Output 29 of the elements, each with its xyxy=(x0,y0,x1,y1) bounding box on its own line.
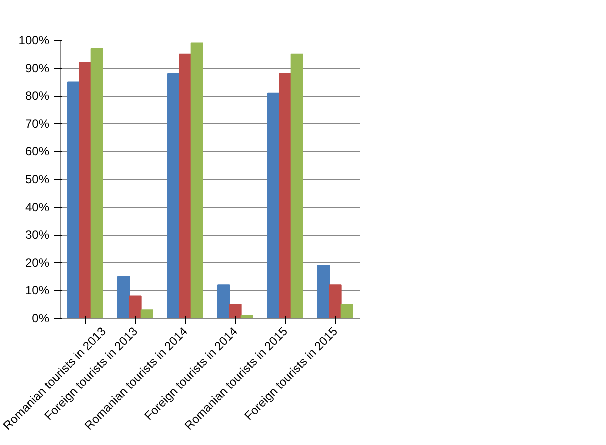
bar xyxy=(279,73,292,318)
bar xyxy=(190,42,204,318)
bar xyxy=(168,73,180,318)
y-tick-label: 70% xyxy=(25,116,50,131)
bar xyxy=(129,296,142,318)
bar xyxy=(340,304,354,318)
bar xyxy=(268,92,280,318)
y-tick-label: 20% xyxy=(25,256,50,270)
y-tick-label: 0% xyxy=(32,312,50,326)
y-tick-label: 30% xyxy=(25,228,50,242)
bar xyxy=(329,284,342,318)
y-tick-label: 50% xyxy=(25,172,50,186)
y-tick-label: 40% xyxy=(25,200,50,214)
y-tick-label: 100% xyxy=(18,34,50,48)
bar xyxy=(140,310,154,318)
bar xyxy=(229,304,242,318)
bar xyxy=(290,54,304,318)
bar xyxy=(179,54,192,318)
bar xyxy=(68,82,80,318)
bar xyxy=(79,62,92,318)
bar xyxy=(218,284,230,318)
y-tick-label: 60% xyxy=(25,144,50,159)
bar xyxy=(240,315,254,318)
y-tick-label: 80% xyxy=(25,89,50,104)
bar xyxy=(90,48,104,318)
bar xyxy=(318,265,330,318)
y-tick-label: 10% xyxy=(25,284,50,298)
bar xyxy=(118,276,130,318)
y-tick-label: 90% xyxy=(25,61,50,76)
